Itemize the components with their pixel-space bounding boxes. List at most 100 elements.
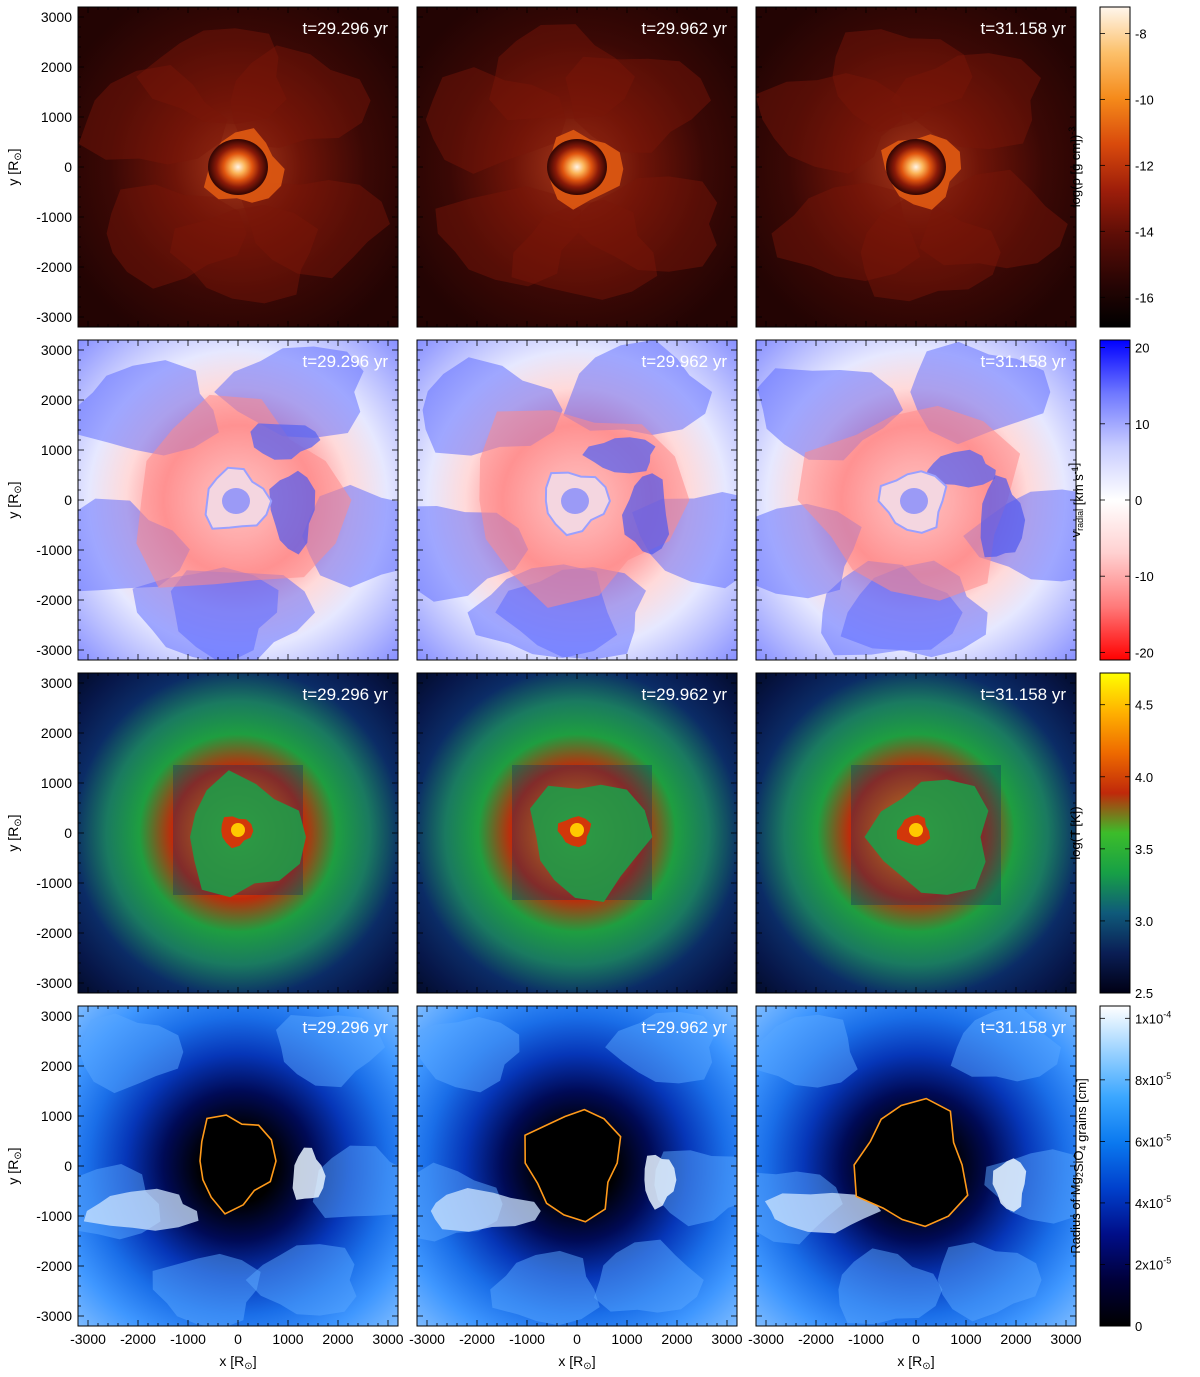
x-tick-label: 2000 bbox=[322, 1331, 353, 1347]
x-tick-label: 2000 bbox=[661, 1331, 692, 1347]
x-tick-label: 0 bbox=[234, 1331, 242, 1347]
x-tick-label: -1000 bbox=[509, 1331, 545, 1347]
time-label: t=31.158 yr bbox=[980, 1018, 1066, 1037]
y-tick-label: -1000 bbox=[36, 542, 72, 558]
x-tick-label: -3000 bbox=[748, 1331, 784, 1347]
x-tick-label: 3000 bbox=[1050, 1331, 1081, 1347]
time-label: t=31.158 yr bbox=[980, 685, 1066, 704]
y-tick-label: 0 bbox=[64, 492, 72, 508]
colorbar-tick-label: 4x10-5 bbox=[1135, 1194, 1171, 1211]
colorbar-tick-label: 20 bbox=[1135, 341, 1149, 356]
y-tick-label: -2000 bbox=[36, 592, 72, 608]
y-tick-label: -2000 bbox=[36, 925, 72, 941]
time-label: t=29.296 yr bbox=[302, 19, 388, 38]
heatmap-panel-r3-c1 bbox=[78, 673, 398, 993]
y-tick-label: 2000 bbox=[41, 59, 72, 75]
velocity-core-inner bbox=[561, 488, 589, 514]
y-tick-label: 0 bbox=[64, 159, 72, 175]
density-core bbox=[886, 139, 946, 195]
y-tick-label: 3000 bbox=[41, 342, 72, 358]
time-label: t=29.962 yr bbox=[641, 19, 727, 38]
density-core bbox=[208, 139, 268, 195]
density-lobe bbox=[919, 169, 1068, 269]
colorbar-label: log(T [K]) bbox=[1068, 806, 1083, 859]
velocity-outflow-lobe bbox=[132, 567, 279, 660]
velocity-outflow-lobe bbox=[563, 340, 713, 435]
condensation-radius-contour bbox=[524, 1108, 622, 1223]
heatmap-panel-r2-c2 bbox=[417, 340, 737, 660]
colorbar-tick-label: 6x10-5 bbox=[1135, 1132, 1171, 1149]
heatmap-panel-r4-c1 bbox=[78, 1006, 398, 1326]
y-tick-label: -3000 bbox=[36, 975, 72, 991]
colorbar-tick-label: 0 bbox=[1135, 493, 1142, 508]
time-label: t=31.158 yr bbox=[980, 352, 1066, 371]
y-tick-label: -3000 bbox=[36, 309, 72, 325]
velocity-core-inner bbox=[900, 488, 928, 514]
velocity-shock-front bbox=[980, 475, 1026, 558]
density-lobe bbox=[890, 53, 1041, 150]
density-lobe bbox=[756, 73, 903, 174]
x-tick-label: 2000 bbox=[1000, 1331, 1031, 1347]
grains-wisp bbox=[312, 1145, 398, 1218]
velocity-shock-front bbox=[622, 473, 670, 555]
y-tick-label: 0 bbox=[64, 1158, 72, 1174]
x-tick-label: -1000 bbox=[848, 1331, 884, 1347]
x-tick-label: -2000 bbox=[459, 1331, 495, 1347]
colorbar-tick-label: 3.5 bbox=[1135, 842, 1153, 857]
density-lobe bbox=[565, 56, 711, 153]
temperature-core bbox=[231, 823, 245, 837]
y-tick-label: 2000 bbox=[41, 392, 72, 408]
velocity-core-inner bbox=[222, 488, 250, 514]
colorbar-tick-label: 4.5 bbox=[1135, 698, 1153, 713]
y-tick-label: -2000 bbox=[36, 1258, 72, 1274]
grains-large-grain-band bbox=[430, 1188, 541, 1232]
panel-grid: t=29.296 yr t=29.962 yr t=31.158 yr t=29.29… bbox=[77, 6, 1077, 1327]
colorbar-label: log(ρ [g cm])-3 bbox=[1067, 127, 1083, 207]
colorbar-column: -8 -10 -12 -14 -16 log(ρ [g cm])-3 20 10 0 -10 -20… bbox=[1066, 6, 1171, 1334]
heatmap-panel-r2-c1 bbox=[78, 340, 398, 660]
density-lobe bbox=[860, 197, 1001, 302]
x-tick-label: 0 bbox=[573, 1331, 581, 1347]
time-label: t=29.962 yr bbox=[641, 1018, 727, 1037]
grains-wisp bbox=[152, 1253, 261, 1326]
y-axis-label: y [R⊙] bbox=[5, 814, 24, 851]
time-label: t=29.962 yr bbox=[641, 685, 727, 704]
time-label: t=29.296 yr bbox=[302, 1018, 388, 1037]
grains-large-grain-band bbox=[992, 1158, 1027, 1212]
colorbar-tick-label: 3.0 bbox=[1135, 914, 1153, 929]
y-tick-label: -2000 bbox=[36, 259, 72, 275]
grains-wisp bbox=[245, 1244, 357, 1316]
grains-wisp bbox=[937, 1242, 1042, 1322]
density-core bbox=[547, 139, 607, 195]
y-tick-label: -3000 bbox=[36, 1308, 72, 1324]
x-tick-label: 3000 bbox=[372, 1331, 403, 1347]
x-tick-label: -3000 bbox=[409, 1331, 445, 1347]
temperature-core bbox=[909, 823, 923, 837]
grains-large-grain-band bbox=[644, 1154, 677, 1210]
x-tick-label: -2000 bbox=[120, 1331, 156, 1347]
heatmap-panel-r1-c3 bbox=[756, 7, 1076, 327]
y-tick-label: -3000 bbox=[36, 642, 72, 658]
velocity-outflow-lobe bbox=[821, 560, 963, 656]
heatmap-panel-r2-c3 bbox=[756, 340, 1076, 660]
grains-wisp bbox=[417, 1016, 520, 1093]
heatmap-panel-r1-c2 bbox=[417, 7, 737, 327]
velocity-shock-front bbox=[582, 437, 656, 474]
density-lobe bbox=[230, 45, 371, 148]
y-tick-label: 1000 bbox=[41, 109, 72, 125]
x-tick-label: -1000 bbox=[170, 1331, 206, 1347]
heatmap-panel-r1-c1 bbox=[78, 7, 398, 327]
colorbar-tick-label: 8x10-5 bbox=[1135, 1071, 1171, 1088]
colorbar-tick-label: 4.0 bbox=[1135, 770, 1153, 785]
y-tick-label: 2000 bbox=[41, 725, 72, 741]
density-lobe bbox=[106, 184, 247, 289]
colorbar-tick-label: -10 bbox=[1135, 569, 1154, 584]
grains-large-grain-band bbox=[83, 1188, 199, 1231]
density-lobe bbox=[832, 29, 973, 132]
grains-wisp bbox=[654, 1150, 737, 1227]
x-tick-label: 3000 bbox=[711, 1331, 742, 1347]
grains-wisp bbox=[79, 1013, 184, 1094]
density-lobe bbox=[511, 199, 658, 300]
